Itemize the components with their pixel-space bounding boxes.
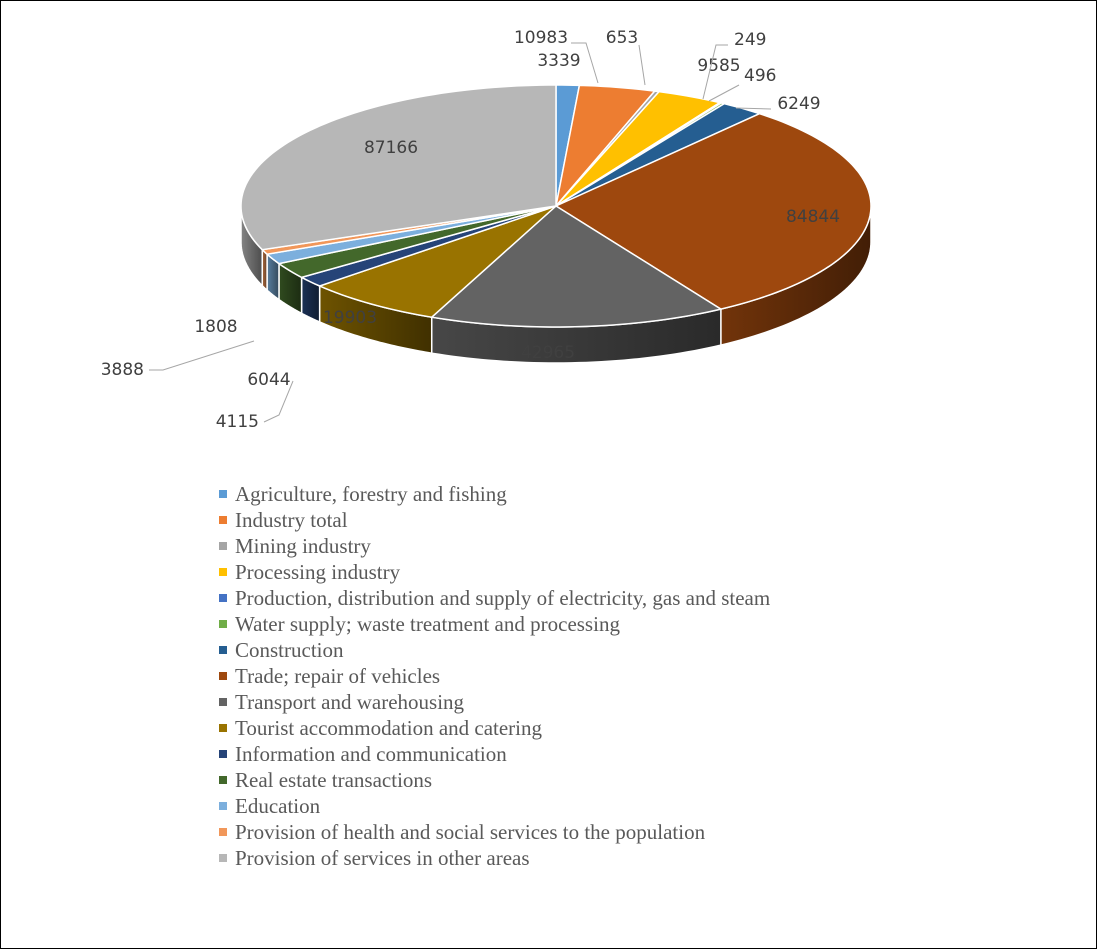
slice-transport-and-warehousing [430,205,723,328]
slice-provision-of-services-in-other-areas [240,84,557,251]
data-label-mining-industry: 653 [606,28,638,48]
slice-trade-repair-of-vehicles [554,112,872,310]
legend-label: Tourist accommodation and catering [235,715,543,740]
legend-swatch [219,620,227,628]
legend-item-water-supply-waste-treatment-and-processing: Water supply; waste treatment and proces… [219,611,770,637]
data-label-information-and-communication: 4115 [216,412,259,432]
legend-swatch [219,646,227,654]
legend-swatch [219,828,227,836]
data-label-education: 3888 [101,360,144,380]
legend-label: Trade; repair of vehicles [235,663,441,688]
slice-tourist-accommodation-and-catering [317,205,557,318]
legend-swatch [219,698,227,706]
legend-item-provision-of-services-in-other-areas: Provision of services in other areas [219,845,770,871]
legend-swatch [219,490,227,498]
legend-label: Industry total [235,507,348,532]
legend-swatch [219,542,227,550]
legend-item-industry-total: Industry total [219,507,770,533]
legend-swatch [219,750,227,758]
slice-real-estate-transactions [277,205,557,279]
leader-line-water-supply-waste-treatment-and-processing [708,84,740,102]
data-label-provision-of-health-and-social-services-to-the-population: 1808 [194,317,237,337]
legend-label: Education [235,793,321,818]
data-label-production-distribution-and-supply-of-electricity-gas-and-steam: 249 [734,30,766,50]
data-label-trade-repair-of-vehicles: 84844 [786,207,840,227]
legend-item-agriculture-forestry-and-fishing: Agriculture, forestry and fishing [219,481,770,507]
leader-line-industry-total [571,42,599,84]
leader-line-construction [735,107,772,110]
legend-label: Mining industry [235,533,371,558]
leader-line-education [149,340,255,371]
data-label-transport-and-warehousing: 42965 [521,343,575,363]
legend-item-provision-of-health-and-social-services-to-the-population: Provision of health and social services … [219,819,770,845]
legend-label: Real estate transactions [235,767,433,792]
legend-label: Agriculture, forestry and fishing [235,481,507,506]
legend-swatch [219,724,227,732]
legend-label: Water supply; waste treatment and proces… [235,611,620,636]
legend-swatch [219,802,227,810]
data-label-industry-total: 10983 [514,28,568,48]
legend-label: Construction [235,637,344,662]
legend-swatch [219,516,227,524]
legend-item-processing-industry: Processing industry [219,559,770,585]
legend-item-construction: Construction [219,637,770,663]
leader-line-information-and-communication [263,380,294,423]
legend-label: Production, distribution and supply of e… [235,585,771,610]
legend-item-trade-repair-of-vehicles: Trade; repair of vehicles [219,663,770,689]
legend-item-real-estate-transactions: Real estate transactions [219,767,770,793]
legend: Agriculture, forestry and fishing Industr… [219,481,770,871]
legend-item-tourist-accommodation-and-catering: Tourist accommodation and catering [219,715,770,741]
legend-swatch [219,854,227,862]
data-label-water-supply-waste-treatment-and-processing: 496 [744,66,776,86]
legend-swatch [219,568,227,576]
legend-swatch [219,672,227,680]
data-label-provision-of-services-in-other-areas: 87166 [364,138,418,158]
legend-item-information-and-communication: Information and communication [219,741,770,767]
data-label-tourist-accommodation-and-catering: 19903 [323,308,377,328]
legend-item-mining-industry: Mining industry [219,533,770,559]
data-label-agriculture-forestry-and-fishing: 3339 [537,51,580,71]
legend-item-transport-and-warehousing: Transport and warehousing [219,689,770,715]
leader-line-production-distribution-and-supply-of-electricity-gas-and-steam [702,44,728,100]
legend-item-education: Education [219,793,770,819]
data-label-processing-industry: 9585 [697,56,740,76]
legend-label: Provision of health and social services … [235,819,706,844]
slice-industry-total [554,84,657,209]
data-label-real-estate-transactions: 6044 [247,370,290,390]
legend-label: Information and communication [235,741,507,766]
leader-line-mining-industry [638,44,646,86]
pie-sides [240,205,872,364]
legend-label: Provision of services in other areas [235,845,530,870]
legend-swatch [219,776,227,784]
legend-item-production-distribution-and-supply-of-electricity-gas-and-steam: Production, distribution and supply of e… [219,585,770,611]
legend-label: Transport and warehousing [235,689,465,714]
data-label-construction: 6249 [777,94,820,114]
legend-swatch [219,594,227,602]
slice-processing-industry [555,90,722,207]
legend-label: Processing industry [235,559,401,584]
pie-top [240,84,872,328]
